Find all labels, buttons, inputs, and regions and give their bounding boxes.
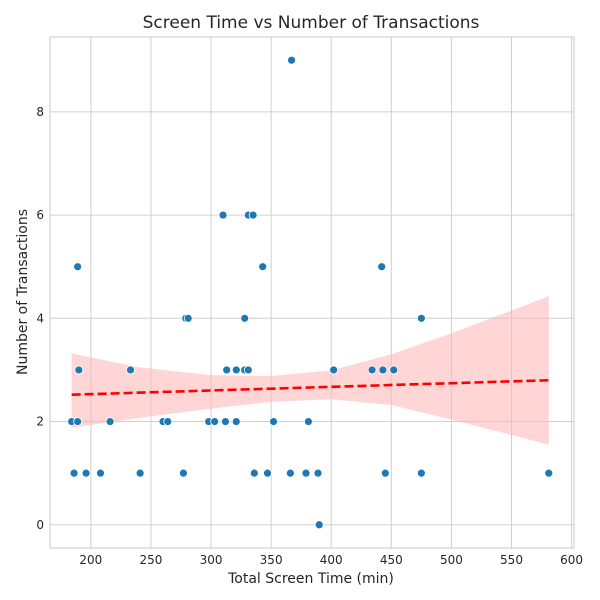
data-point: [210, 417, 220, 426]
data-point: [69, 468, 79, 478]
data-point: [73, 417, 83, 426]
x-tick-label: 550: [500, 553, 523, 567]
plot-frame: [49, 36, 575, 549]
y-tick-label: 8: [36, 105, 44, 119]
data-point: [301, 468, 311, 478]
data-point: [377, 262, 387, 272]
data-point: [73, 262, 83, 272]
data-point: [287, 55, 296, 65]
confidence-band: [71, 296, 549, 445]
data-point: [258, 262, 268, 272]
data-point: [222, 365, 232, 375]
x-tick-label: 300: [200, 553, 223, 567]
data-point: [378, 365, 388, 375]
data-point: [269, 417, 278, 426]
grid-lines: [50, 37, 574, 548]
data-point: [240, 313, 250, 323]
chart-title: Screen Time vs Number of Transactions: [143, 13, 480, 33]
y-tick-labels: 0 2 4 6 8: [36, 105, 44, 532]
x-tick-label: 450: [380, 553, 403, 567]
data-point: [243, 365, 253, 375]
data-point: [163, 417, 173, 426]
data-point: [313, 468, 323, 478]
data-point: [389, 365, 399, 375]
data-point: [416, 313, 426, 323]
x-tick-label: 200: [79, 553, 102, 567]
data-point: [231, 417, 241, 426]
data-point: [179, 468, 188, 478]
data-point: [183, 313, 193, 323]
data-point: [74, 365, 84, 375]
data-point: [380, 468, 390, 478]
y-tick-label: 4: [36, 311, 44, 325]
data-points: [67, 55, 554, 530]
data-point: [96, 468, 105, 478]
x-tick-labels: 200 250 300 350 400 450 500 550 600: [79, 553, 583, 567]
x-tick-label: 400: [320, 553, 343, 567]
data-point: [263, 468, 272, 478]
data-point: [248, 210, 258, 220]
regression-line: [71, 378, 549, 396]
data-point: [249, 468, 259, 478]
x-tick-label: 600: [560, 553, 583, 567]
data-point: [285, 468, 295, 478]
y-tick-label: 6: [36, 208, 44, 222]
data-point: [329, 365, 339, 375]
x-tick-label: 500: [440, 553, 463, 567]
data-point: [105, 417, 115, 426]
data-point: [314, 520, 324, 530]
y-tick-label: 2: [36, 415, 44, 429]
x-tick-label: 250: [140, 553, 163, 567]
y-axis-label: Number of Transactions: [15, 209, 31, 375]
data-point: [231, 365, 241, 375]
x-tick-label: 350: [260, 553, 283, 567]
data-point: [416, 468, 426, 478]
data-point: [303, 417, 313, 426]
confidence-band-area: [71, 296, 549, 445]
data-point: [367, 365, 377, 375]
data-point: [135, 468, 145, 478]
trend-line: [71, 378, 549, 396]
data-point: [81, 468, 91, 478]
data-point: [126, 365, 135, 375]
data-point: [218, 210, 228, 220]
y-tick-label: 0: [36, 518, 44, 532]
x-axis-label: Total Screen Time (min): [227, 571, 394, 587]
data-point: [544, 468, 554, 478]
data-point: [221, 417, 230, 426]
